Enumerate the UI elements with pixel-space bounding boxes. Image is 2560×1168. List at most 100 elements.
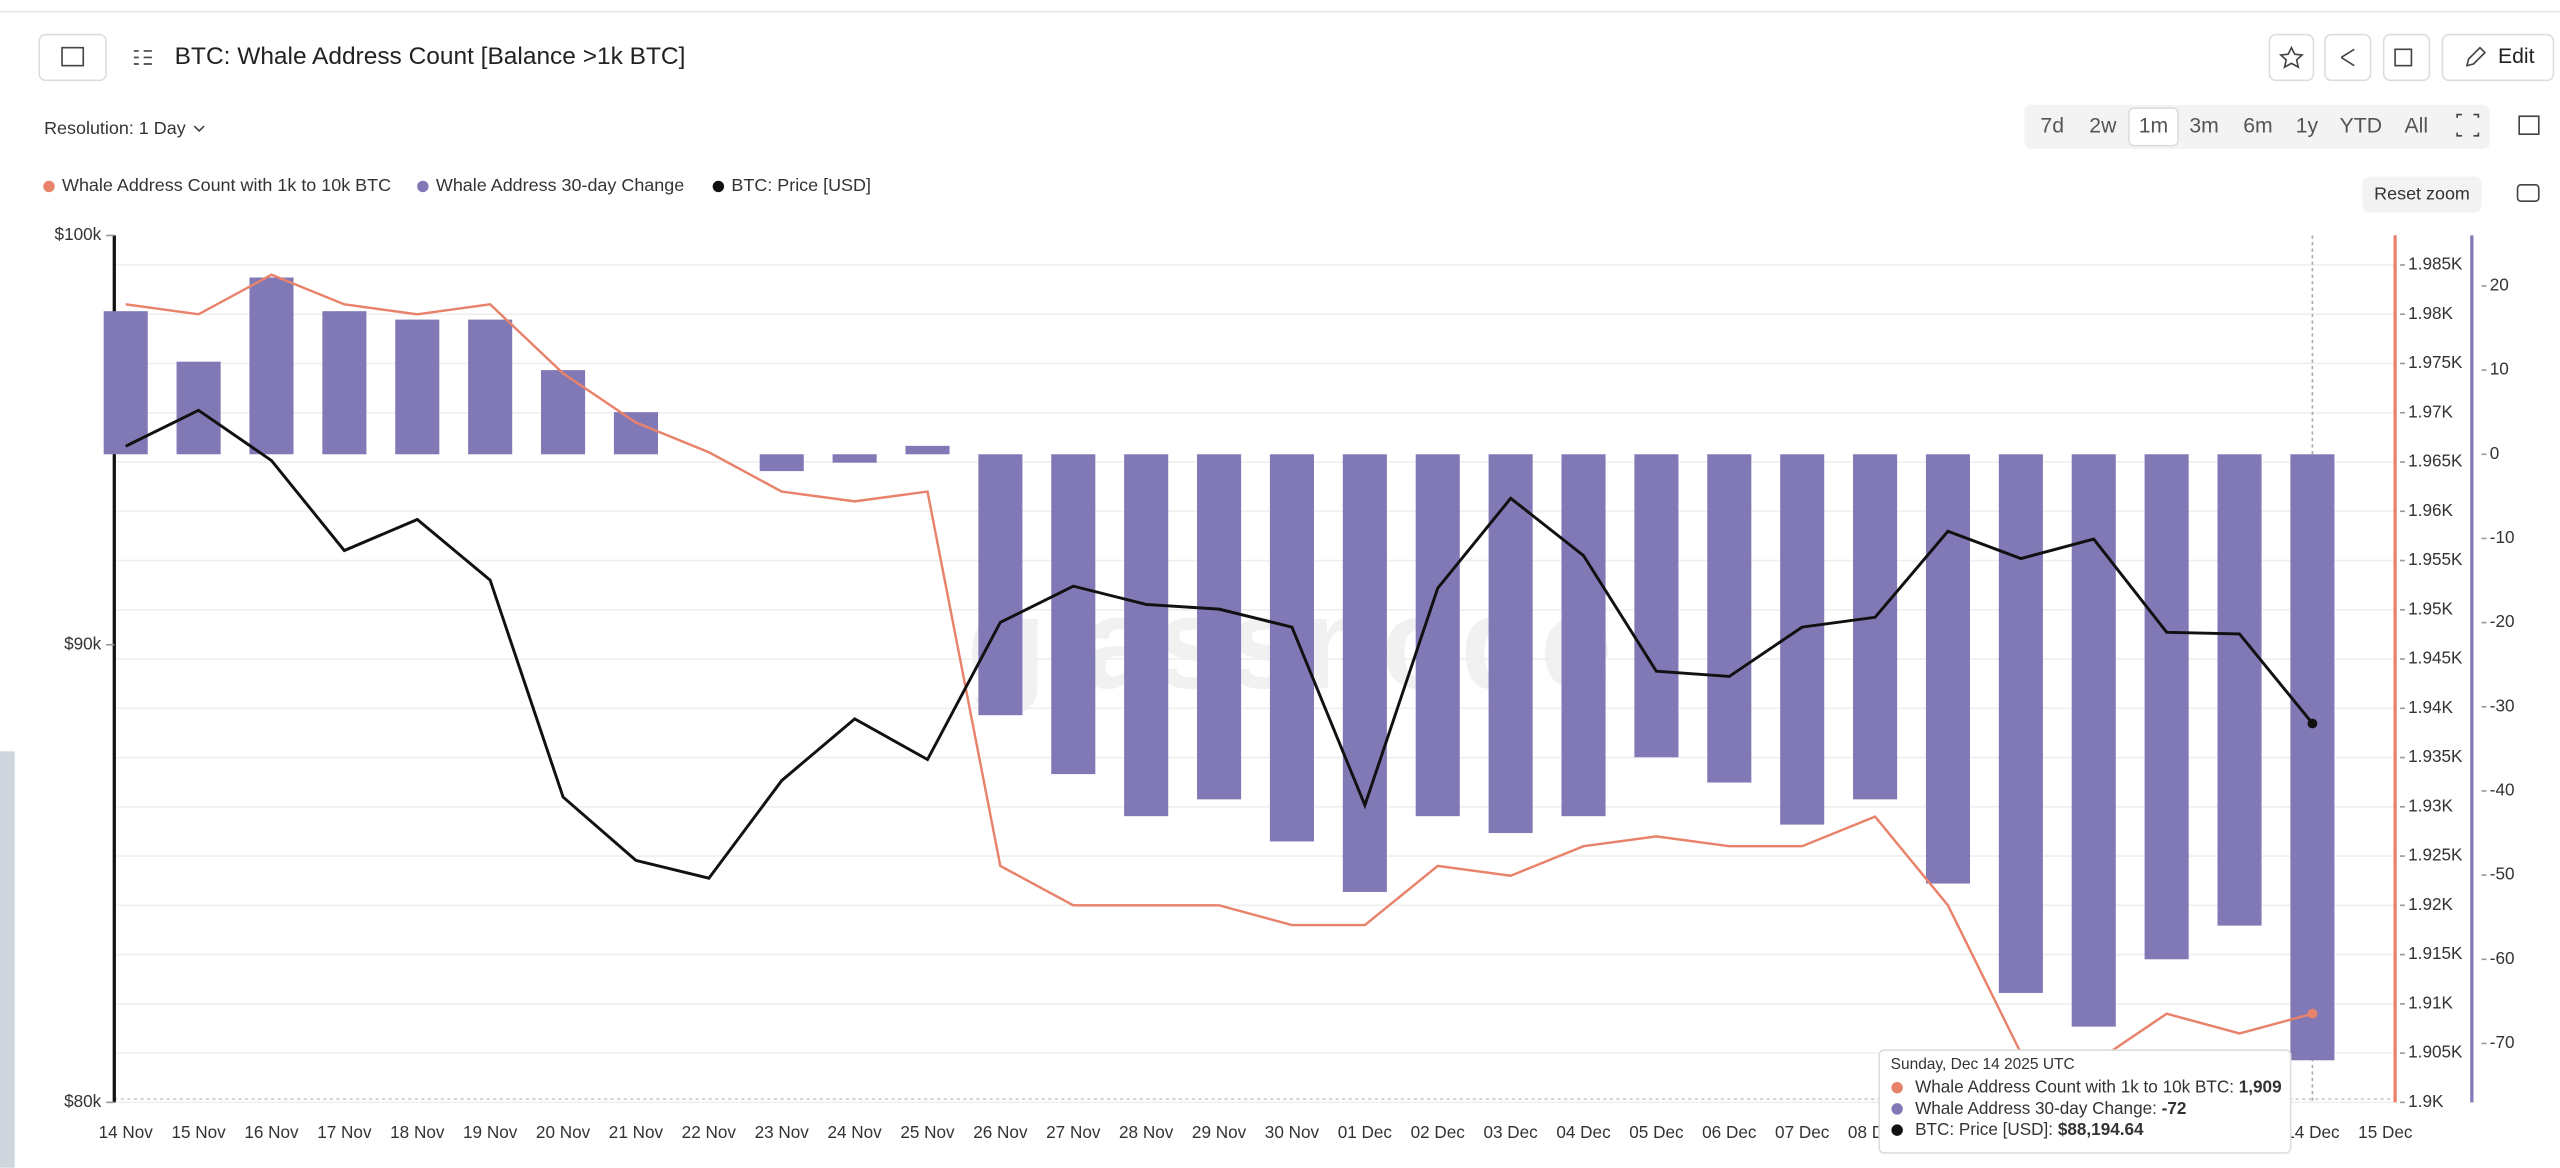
resolution[interactable]: Resolution: 1 Day <box>44 118 186 138</box>
y3-tick-label: -40 <box>2490 779 2515 799</box>
range-button[interactable]: 3m <box>2189 114 2218 137</box>
hover-point <box>2307 718 2318 729</box>
y3-tick-label: 0 <box>2490 443 2500 463</box>
copy-button[interactable] <box>2382 33 2431 82</box>
range-button[interactable]: 1m <box>2139 114 2168 137</box>
y2-tick-label: 1.92K <box>2408 894 2453 914</box>
tooltip-row: BTC: Price [USD]: $88,194.64 <box>1915 1119 2144 1139</box>
y2-tick-label: 1.91K <box>2408 992 2453 1012</box>
bar <box>2217 454 2262 926</box>
chevron <box>193 125 205 133</box>
tooltip-name: BTC: Price [USD] <box>1915 1119 2048 1139</box>
title: BTC: Whale Address Count [Balance >1k BT… <box>175 43 686 70</box>
reset-zoom[interactable]: Reset zoom <box>2374 183 2470 203</box>
y3-tick-label: -50 <box>2490 864 2515 884</box>
y-tick-label: $90k <box>64 633 102 653</box>
tooltip-dot <box>1891 1081 1903 1094</box>
bar <box>832 454 877 463</box>
y2-tick-label: 1.965K <box>2408 451 2463 471</box>
x-tick-label: 26 Nov <box>973 1122 1028 1142</box>
y2-tick-label: 1.935K <box>2408 746 2463 766</box>
y2-tick-label: 1.94K <box>2408 697 2453 717</box>
list-icon[interactable] <box>133 50 152 65</box>
separator: : <box>2152 1097 2162 1117</box>
x-tick-label: 02 Dec <box>1411 1122 1466 1142</box>
range-button[interactable]: 7d <box>2040 114 2064 137</box>
bar <box>978 454 1023 716</box>
x-tick-label: 25 Nov <box>900 1122 955 1142</box>
share-button[interactable] <box>2324 33 2372 82</box>
edit-button[interactable] <box>2441 33 2555 82</box>
x-tick-label: 14 Dec <box>2285 1122 2340 1142</box>
range-button[interactable]: 1y <box>2296 114 2319 137</box>
legend-dot <box>712 180 725 193</box>
bar <box>103 311 148 455</box>
hover-point <box>2307 1008 2318 1019</box>
range-button[interactable]: All <box>2405 114 2429 137</box>
y2-tick-label: 1.98K <box>2408 303 2453 323</box>
bar <box>759 454 804 472</box>
bar <box>613 412 658 455</box>
bar <box>1780 454 1825 825</box>
tooltip-value: 1,909 <box>2239 1076 2282 1096</box>
legend-label[interactable]: Whale Address 30-day Change <box>436 175 684 195</box>
y3-tick-label: -30 <box>2490 695 2515 715</box>
x-tick-label: 14 Nov <box>99 1122 154 1142</box>
range-button[interactable]: YTD <box>2340 114 2382 137</box>
star-button[interactable] <box>2268 33 2315 82</box>
zoom-icon[interactable] <box>2456 113 2480 137</box>
bar <box>1197 454 1242 800</box>
legend-dot <box>43 180 55 193</box>
x-tick-label: 24 Nov <box>827 1122 882 1142</box>
y2-tick-label: 1.97K <box>2408 401 2453 421</box>
x-tick-label: 16 Nov <box>244 1122 299 1142</box>
legend-label[interactable]: Whale Address Count with 1k to 10k BTC <box>62 175 391 195</box>
y2-tick-label: 1.985K <box>2408 254 2463 274</box>
sidebar-toggle[interactable] <box>38 33 107 82</box>
bar <box>1707 454 1752 783</box>
bar <box>1342 454 1387 892</box>
range-active[interactable] <box>2128 107 2179 147</box>
bar <box>395 319 440 455</box>
y2-tick-label: 1.925K <box>2408 845 2463 865</box>
tooltip-dot <box>1891 1124 1903 1136</box>
x-tick-label: 07 Dec <box>1775 1122 1830 1142</box>
bar <box>2071 454 2116 1027</box>
legend-label[interactable]: BTC: Price [USD] <box>731 175 871 195</box>
calendar-button[interactable] <box>2501 104 2554 149</box>
star-icon <box>2278 45 2304 69</box>
bar <box>2290 454 2335 1061</box>
y3-tick-label: -10 <box>2490 527 2515 547</box>
camera-icon[interactable] <box>2516 183 2540 202</box>
y2-tick-label: 1.96K <box>2408 500 2453 520</box>
line <box>125 408 2314 880</box>
x-tick-label: 29 Nov <box>1192 1122 1247 1142</box>
edit-label[interactable]: Edit <box>2498 45 2535 68</box>
separator: : <box>2048 1119 2058 1139</box>
x-tick-label: 20 Nov <box>536 1122 591 1142</box>
reset-zoom-button[interactable] <box>2362 176 2482 213</box>
bar <box>1051 454 1096 775</box>
bar <box>1269 454 1314 842</box>
y2-tick-label: 1.945K <box>2408 648 2463 668</box>
y3-tick-label: 10 <box>2490 359 2509 379</box>
x-tick-label: 15 Nov <box>171 1122 226 1142</box>
range-button[interactable]: 2w <box>2089 114 2117 137</box>
tooltip-row: Whale Address Count with 1k to 10k BTC: … <box>1915 1076 2282 1096</box>
y2-tick-label: 1.93K <box>2408 795 2453 815</box>
x-tick-label: 21 Nov <box>609 1122 664 1142</box>
tooltip-row: Whale Address 30-day Change: -72 <box>1915 1097 2186 1117</box>
x-tick-label: 01 Dec <box>1338 1122 1393 1142</box>
calendar-icon <box>2518 115 2540 136</box>
tooltip-dot <box>1891 1103 1903 1115</box>
y3-tick-label: -20 <box>2490 611 2515 631</box>
range-button[interactable]: 6m <box>2243 114 2272 137</box>
x-tick-label: 04 Dec <box>1556 1122 1611 1142</box>
y2-tick-label: 1.95K <box>2408 598 2453 618</box>
x-tick-label: 06 Dec <box>1702 1122 1757 1142</box>
separator: : <box>2229 1076 2239 1096</box>
scrollbar <box>0 751 15 1168</box>
x-tick-label: 15 Dec <box>2358 1122 2413 1142</box>
y3-tick-label: 20 <box>2490 274 2509 294</box>
